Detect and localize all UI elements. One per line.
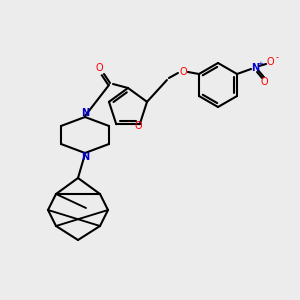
Text: O: O: [135, 121, 142, 131]
Text: N: N: [81, 108, 89, 118]
Text: O: O: [179, 67, 187, 77]
Text: O: O: [266, 57, 274, 67]
Text: O: O: [95, 63, 103, 73]
Text: N: N: [251, 63, 259, 73]
Text: -: -: [276, 53, 279, 62]
Text: O: O: [260, 77, 268, 87]
Text: N: N: [81, 152, 89, 162]
Text: +: +: [257, 61, 263, 67]
